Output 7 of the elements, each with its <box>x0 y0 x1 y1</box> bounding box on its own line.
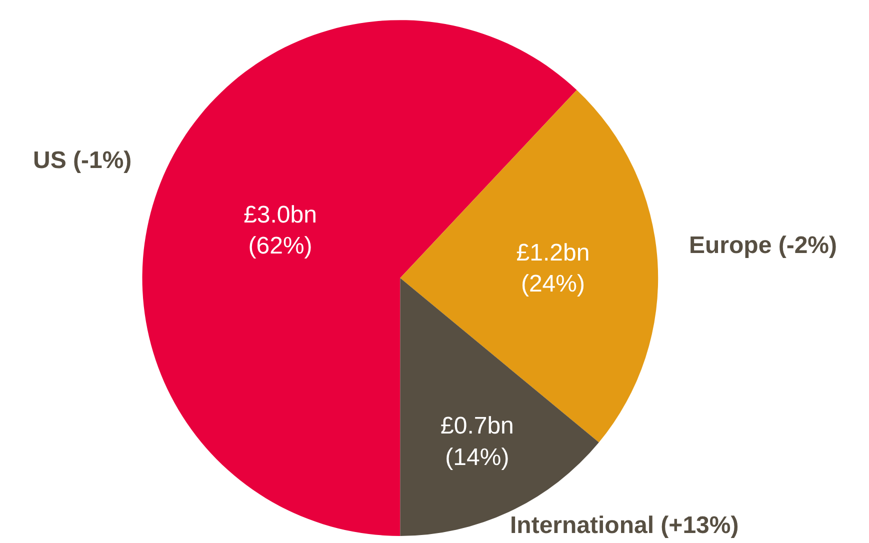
slice-label: International (+13%) <box>510 512 739 539</box>
data-label: £3.0bn (62%) <box>244 201 317 260</box>
data-label: £1.2bn (24%) <box>516 239 590 298</box>
pie-slice <box>400 90 658 442</box>
slice-label: Europe (-2%) <box>689 232 838 259</box>
data-label: £0.7bn (14%) <box>440 412 514 471</box>
slice-label: US (-1%) <box>33 147 132 174</box>
